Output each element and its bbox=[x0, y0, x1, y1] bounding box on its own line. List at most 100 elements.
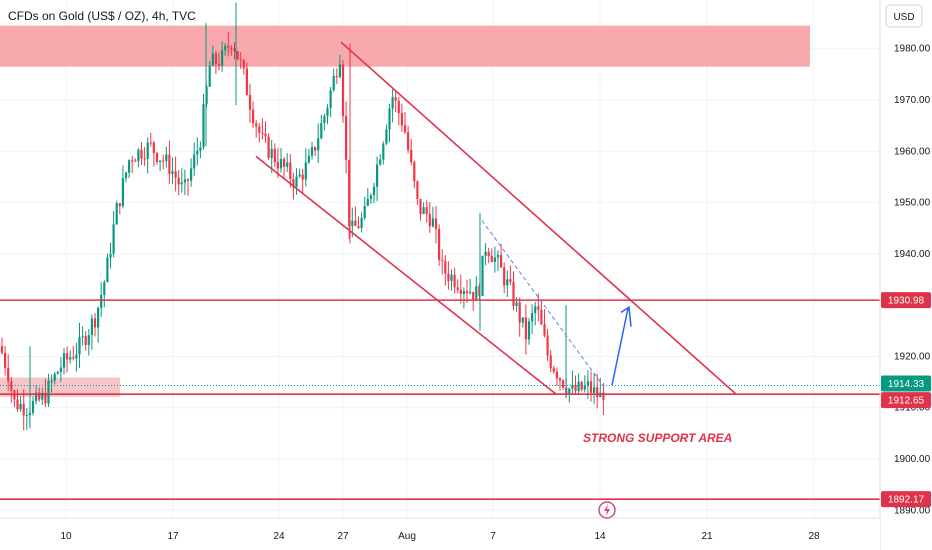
candle-body bbox=[602, 392, 605, 400]
candle-body bbox=[217, 63, 221, 66]
candle-body bbox=[599, 392, 602, 398]
candle-body bbox=[211, 53, 214, 66]
candle-body bbox=[159, 160, 162, 162]
candle-body bbox=[224, 45, 227, 51]
candle-body bbox=[521, 317, 524, 323]
x-tick-label: 21 bbox=[701, 531, 713, 542]
x-tick-label: Aug bbox=[398, 531, 416, 542]
candle-body bbox=[177, 177, 180, 185]
candle-body bbox=[137, 149, 140, 162]
candle-body bbox=[484, 251, 487, 256]
candle-body bbox=[419, 198, 422, 214]
candle-body bbox=[90, 318, 93, 336]
candle-body bbox=[531, 312, 534, 322]
candle-body bbox=[481, 255, 484, 296]
candle-body bbox=[295, 176, 298, 187]
candle-body bbox=[149, 142, 152, 144]
candle-body bbox=[190, 168, 193, 181]
y-tick-label: 1940.00 bbox=[894, 249, 931, 260]
candle-body bbox=[310, 147, 314, 156]
candle-body bbox=[283, 159, 286, 167]
candle-body bbox=[199, 147, 202, 151]
projection-arrow-head bbox=[620, 305, 632, 327]
candle-body bbox=[152, 142, 155, 154]
candle-body bbox=[425, 207, 428, 215]
candle-body bbox=[552, 368, 555, 372]
candle-body bbox=[146, 142, 149, 160]
candle-body bbox=[416, 181, 419, 199]
zones bbox=[0, 25, 810, 397]
candle-body bbox=[112, 224, 115, 254]
candle-body bbox=[357, 225, 360, 228]
candle-body bbox=[50, 380, 53, 382]
x-tick-label: 24 bbox=[273, 531, 285, 542]
flash-icon[interactable] bbox=[598, 501, 616, 519]
candle-body bbox=[478, 286, 481, 296]
price-tag-label: 1892.17 bbox=[888, 495, 925, 506]
candle-body bbox=[456, 287, 459, 290]
candle-body bbox=[413, 162, 416, 182]
candle-body bbox=[75, 354, 78, 359]
y-tick-label: 1960.00 bbox=[894, 146, 931, 157]
candle-body bbox=[583, 385, 586, 390]
candle-body bbox=[341, 64, 345, 117]
candle-body bbox=[596, 387, 599, 398]
candle-body bbox=[124, 172, 128, 179]
candle-body bbox=[512, 281, 515, 306]
candle-body bbox=[326, 108, 329, 117]
candle-body bbox=[38, 392, 41, 400]
candle-body bbox=[515, 302, 518, 306]
candle-body bbox=[314, 147, 317, 151]
candle-body bbox=[304, 162, 307, 180]
candle-body bbox=[574, 385, 577, 392]
candle-body bbox=[236, 51, 239, 60]
candle-body bbox=[186, 179, 190, 181]
y-tick-label: 1950.00 bbox=[894, 198, 931, 209]
candle-body bbox=[549, 355, 552, 369]
x-tick-label: 27 bbox=[337, 531, 349, 542]
candle-body bbox=[279, 159, 283, 169]
candle-body bbox=[379, 159, 382, 165]
candle-body bbox=[385, 129, 388, 144]
candle-body bbox=[493, 257, 496, 262]
candle-body bbox=[35, 392, 38, 402]
candle-body bbox=[453, 274, 456, 288]
candle-body bbox=[543, 324, 546, 336]
candle-body bbox=[298, 174, 301, 177]
candle-body bbox=[400, 113, 403, 126]
y-tick-label: 1970.00 bbox=[894, 95, 931, 106]
candle-body bbox=[193, 154, 196, 169]
candle-body bbox=[140, 149, 143, 159]
x-tick-label: 28 bbox=[808, 531, 820, 542]
candle-body bbox=[174, 171, 177, 178]
candle-body bbox=[345, 116, 348, 160]
candle-body bbox=[155, 153, 159, 162]
candle-body bbox=[214, 53, 217, 64]
candlesticks bbox=[0, 2, 605, 431]
candle-body bbox=[444, 261, 447, 274]
candle-body bbox=[131, 160, 134, 162]
candle-body bbox=[329, 90, 332, 109]
currency-button[interactable]: USD bbox=[885, 4, 923, 28]
candle-body bbox=[438, 228, 441, 260]
candle-body bbox=[382, 143, 385, 160]
candle-body bbox=[459, 289, 462, 294]
currency-label: USD bbox=[893, 12, 914, 23]
chart-title: CFDs on Gold (US$ / OZ), 4h, TVC bbox=[8, 9, 196, 23]
candle-body bbox=[496, 254, 500, 258]
candle-body bbox=[134, 160, 137, 162]
candle-body bbox=[360, 217, 363, 228]
candle-body bbox=[72, 357, 75, 359]
candle-body bbox=[208, 65, 211, 87]
candle-body bbox=[469, 291, 472, 294]
candle-body bbox=[431, 218, 434, 227]
candle-body bbox=[196, 150, 199, 155]
y-tick-label: 1980.00 bbox=[894, 44, 931, 55]
price-tag bbox=[881, 375, 931, 392]
candle-body bbox=[586, 381, 589, 386]
candle-body bbox=[540, 309, 543, 325]
candle-body bbox=[19, 403, 22, 410]
candle-body bbox=[248, 95, 252, 110]
